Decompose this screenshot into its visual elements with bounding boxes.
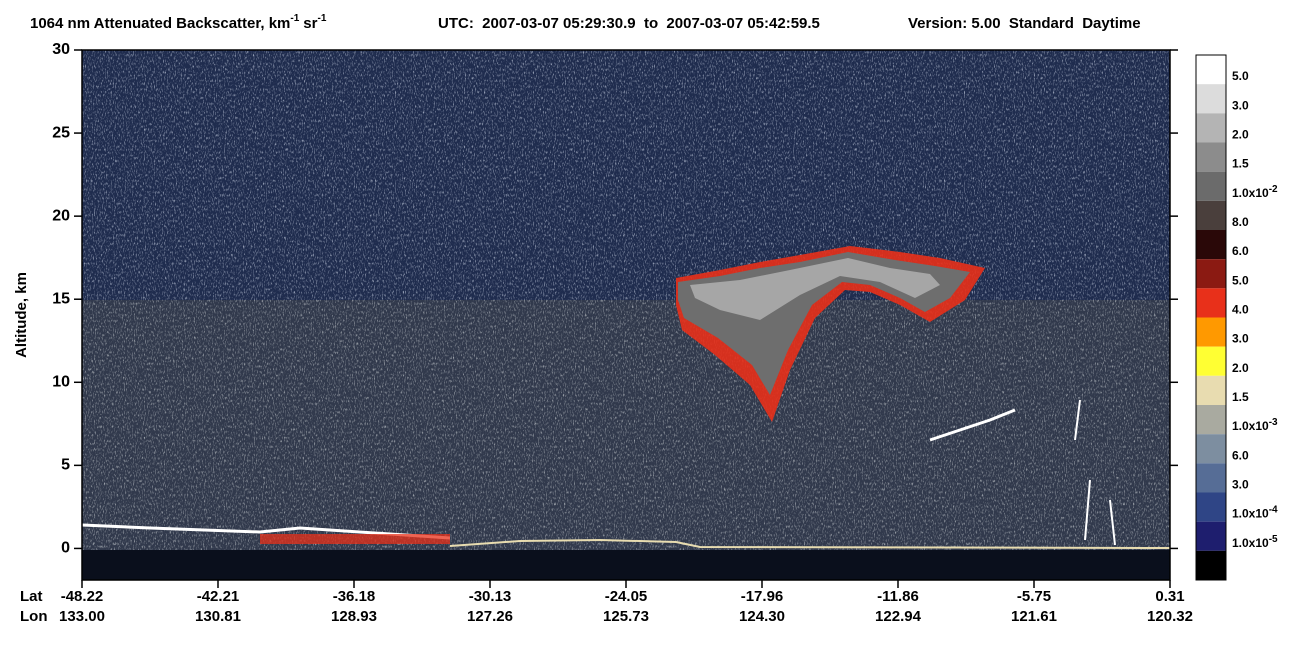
colorbar-swatch: [1196, 84, 1226, 114]
y-tick-label: 0: [61, 540, 70, 557]
lat-label: -24.05: [605, 588, 648, 605]
colorbar-label-base: 1.0x10: [1232, 507, 1269, 521]
lon-label: 125.73: [603, 608, 649, 625]
colorbar-label-exp: -3: [1269, 417, 1278, 428]
colorbar-swatch: [1196, 259, 1226, 289]
colorbar-swatch: [1196, 142, 1226, 172]
colorbar-label: 3.0: [1232, 332, 1249, 346]
colorbar-swatch: [1196, 171, 1226, 201]
colorbar-label-base: 2.0: [1232, 361, 1249, 375]
colorbar-label: 2.0: [1232, 128, 1249, 142]
colorbar-swatch: [1196, 375, 1226, 405]
colorbar-label: 3.0: [1232, 478, 1249, 492]
colorbar-label-base: 8.0: [1232, 215, 1249, 229]
y-tick-label: 30: [52, 41, 70, 58]
colorbar-swatch: [1196, 521, 1226, 551]
title-exp: -1: [317, 13, 326, 24]
version: Version: 5.00 Standard Daytime: [908, 15, 1141, 32]
colorbar-label-exp: -2: [1269, 183, 1278, 194]
colorbar-swatch: [1196, 405, 1226, 435]
lat-label: -42.21: [197, 588, 240, 605]
lat-label: -11.86: [877, 588, 919, 605]
colorbar-label-base: 1.5: [1232, 157, 1249, 171]
colorbar-label: 1.5: [1232, 390, 1249, 404]
x-row-label: Lon: [20, 608, 48, 625]
lat-label: -48.22: [61, 588, 104, 605]
colorbar-label: 3.0: [1232, 99, 1249, 113]
profile-image: [82, 50, 1170, 580]
lon-label: 124.30: [739, 608, 785, 625]
y-tick-label: 25: [52, 124, 70, 141]
title-exp: -1: [290, 13, 299, 24]
lat-label: -5.75: [1017, 588, 1051, 605]
colorbar-label: 4.0: [1232, 303, 1249, 317]
colorbar-swatch: [1196, 200, 1226, 230]
colorbar-label: 6.0: [1232, 244, 1249, 258]
lon-label: 120.32: [1147, 608, 1193, 625]
colorbar-swatch: [1196, 113, 1226, 143]
colorbar-label-base: 3.0: [1232, 99, 1249, 113]
colorbar-label: 2.0: [1232, 361, 1249, 375]
colorbar-label-base: 1.0x10: [1232, 186, 1269, 200]
y-tick-label: 10: [52, 374, 70, 391]
colorbar-label: 5.0: [1232, 274, 1249, 288]
colorbar-label-base: 4.0: [1232, 303, 1249, 317]
title-unit: sr: [303, 15, 317, 32]
lat-label: -17.96: [741, 588, 784, 605]
colorbar-frame: [1195, 54, 1227, 581]
utc-range: UTC: 2007-03-07 05:29:30.9 to 2007-03-07…: [438, 15, 820, 32]
colorbar-label: 1.0x10-3: [1232, 417, 1278, 434]
y-tick-label: 5: [61, 457, 70, 474]
colorbar-label-base: 3.0: [1232, 478, 1249, 492]
colorbar-label: 6.0: [1232, 449, 1249, 463]
colorbar-label: 1.0x10-5: [1232, 533, 1278, 550]
colorbar-swatch: [1196, 288, 1226, 318]
y-tick-label: 20: [52, 207, 70, 224]
colorbar-label: 8.0: [1232, 215, 1249, 229]
colorbar-label-base: 1.5: [1232, 390, 1249, 404]
colorbar-swatch: [1196, 550, 1226, 580]
colorbar-swatch: [1196, 55, 1226, 85]
colorbar-swatch: [1196, 346, 1226, 376]
chart-title: 1064 nm Attenuated Backscatter, km-1 sr-1: [30, 13, 327, 32]
colorbar-swatch: [1196, 230, 1226, 260]
colorbar-label-base: 1.0x10: [1232, 536, 1269, 550]
lon-label: 133.00: [59, 608, 105, 625]
colorbar-swatch: [1196, 492, 1226, 522]
y-tick-label: 15: [52, 290, 70, 307]
title-text: 1064 nm Attenuated Backscatter, km: [30, 15, 290, 32]
lat-label: -36.18: [333, 588, 376, 605]
colorbar-swatch: [1196, 317, 1226, 347]
colorbar-label-base: 2.0: [1232, 128, 1249, 142]
colorbar-label: 1.0x10-2: [1232, 183, 1278, 200]
colorbar-label-exp: -4: [1269, 504, 1278, 515]
y-axis-label: Altitude, km: [13, 272, 30, 358]
lon-label: 127.26: [467, 608, 513, 625]
colorbar-label-exp: -5: [1269, 533, 1278, 544]
colorbar-label-base: 6.0: [1232, 244, 1249, 258]
colorbar-label-base: 3.0: [1232, 332, 1249, 346]
lon-label: 130.81: [195, 608, 241, 625]
colorbar-label-base: 1.0x10: [1232, 419, 1269, 433]
colorbar-label: 1.0x10-4: [1232, 504, 1278, 521]
lon-label: 121.61: [1011, 608, 1057, 625]
x-row-label: Lat: [20, 588, 43, 605]
lat-label: -30.13: [469, 588, 512, 605]
colorbar-label: 5.0: [1232, 69, 1249, 83]
lon-label: 128.93: [331, 608, 377, 625]
colorbar-label-base: 6.0: [1232, 449, 1249, 463]
colorbar-label: 1.5: [1232, 157, 1249, 171]
colorbar-label-base: 5.0: [1232, 274, 1249, 288]
lon-label: 122.94: [875, 608, 922, 625]
lat-label: 0.31: [1155, 588, 1184, 605]
colorbar-label-base: 5.0: [1232, 69, 1249, 83]
colorbar-swatch: [1196, 463, 1226, 493]
colorbar-swatch: [1196, 434, 1226, 464]
